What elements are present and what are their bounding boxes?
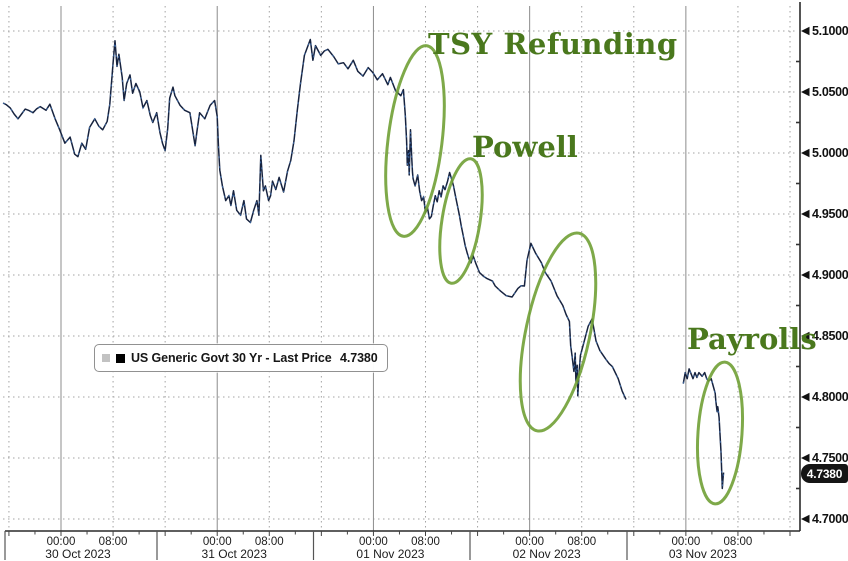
annotation-payrolls: Payrolls [687, 322, 817, 356]
price-line [2, 38, 725, 490]
date-label: 03 Nov 2023 [669, 547, 737, 561]
x-axis-ticks [8, 531, 791, 536]
time-label: 08:00 [255, 536, 284, 548]
vertical-gridlines [8, 6, 791, 531]
legend-box[interactable]: US Generic Govt 30 Yr - Last Price 4.738… [94, 344, 388, 372]
legend-series-swatch [116, 353, 125, 363]
horizontal-gridlines [3, 30, 797, 520]
time-label: 08:00 [99, 536, 128, 548]
time-label: 00:00 [359, 536, 388, 548]
time-label: 00:00 [671, 536, 700, 548]
date-label: 31 Oct 2023 [202, 547, 268, 561]
y-tick-label: 4.9000 [812, 268, 848, 282]
date-label: 30 Oct 2023 [45, 547, 111, 561]
time-label: 00:00 [203, 536, 232, 548]
day-separators [4, 531, 628, 560]
legend-drag-icon[interactable] [102, 354, 110, 362]
last-price-badge: 4.7380 [801, 464, 848, 483]
y-tick-label: 4.8500 [812, 329, 848, 343]
time-label: 00:00 [47, 536, 76, 548]
y-tick-label: 5.0000 [812, 146, 848, 160]
y-axis-labels: 5.1000 5.0500 5.0000 4.9500 4.9000 4.8500 4.80… [796, 24, 848, 526]
y-tick-label: 5.1000 [812, 24, 848, 38]
y-tick-label: 4.7000 [812, 512, 848, 526]
time-label: 00:00 [515, 536, 544, 548]
y-tick-label: 4.9500 [812, 207, 848, 221]
annotation-powell: Powell [472, 130, 578, 164]
y-tick-label: 4.7500 [812, 451, 848, 465]
time-label: 08:00 [411, 536, 440, 548]
time-label: 08:00 [724, 536, 753, 548]
legend-last-price: 4.7380 [340, 351, 378, 365]
annotation-tsy-refunding: TSY Refunding [428, 27, 678, 61]
y-tick-label: 4.8000 [812, 390, 848, 404]
y-tick-label: 5.0500 [812, 85, 848, 99]
date-label: 01 Nov 2023 [356, 547, 424, 561]
highlight-ellipses [384, 44, 744, 506]
time-label: 08:00 [567, 536, 596, 548]
axes [5, 2, 801, 532]
date-label: 02 Nov 2023 [513, 547, 581, 561]
legend-series-label: US Generic Govt 30 Yr - Last Price [131, 351, 332, 365]
